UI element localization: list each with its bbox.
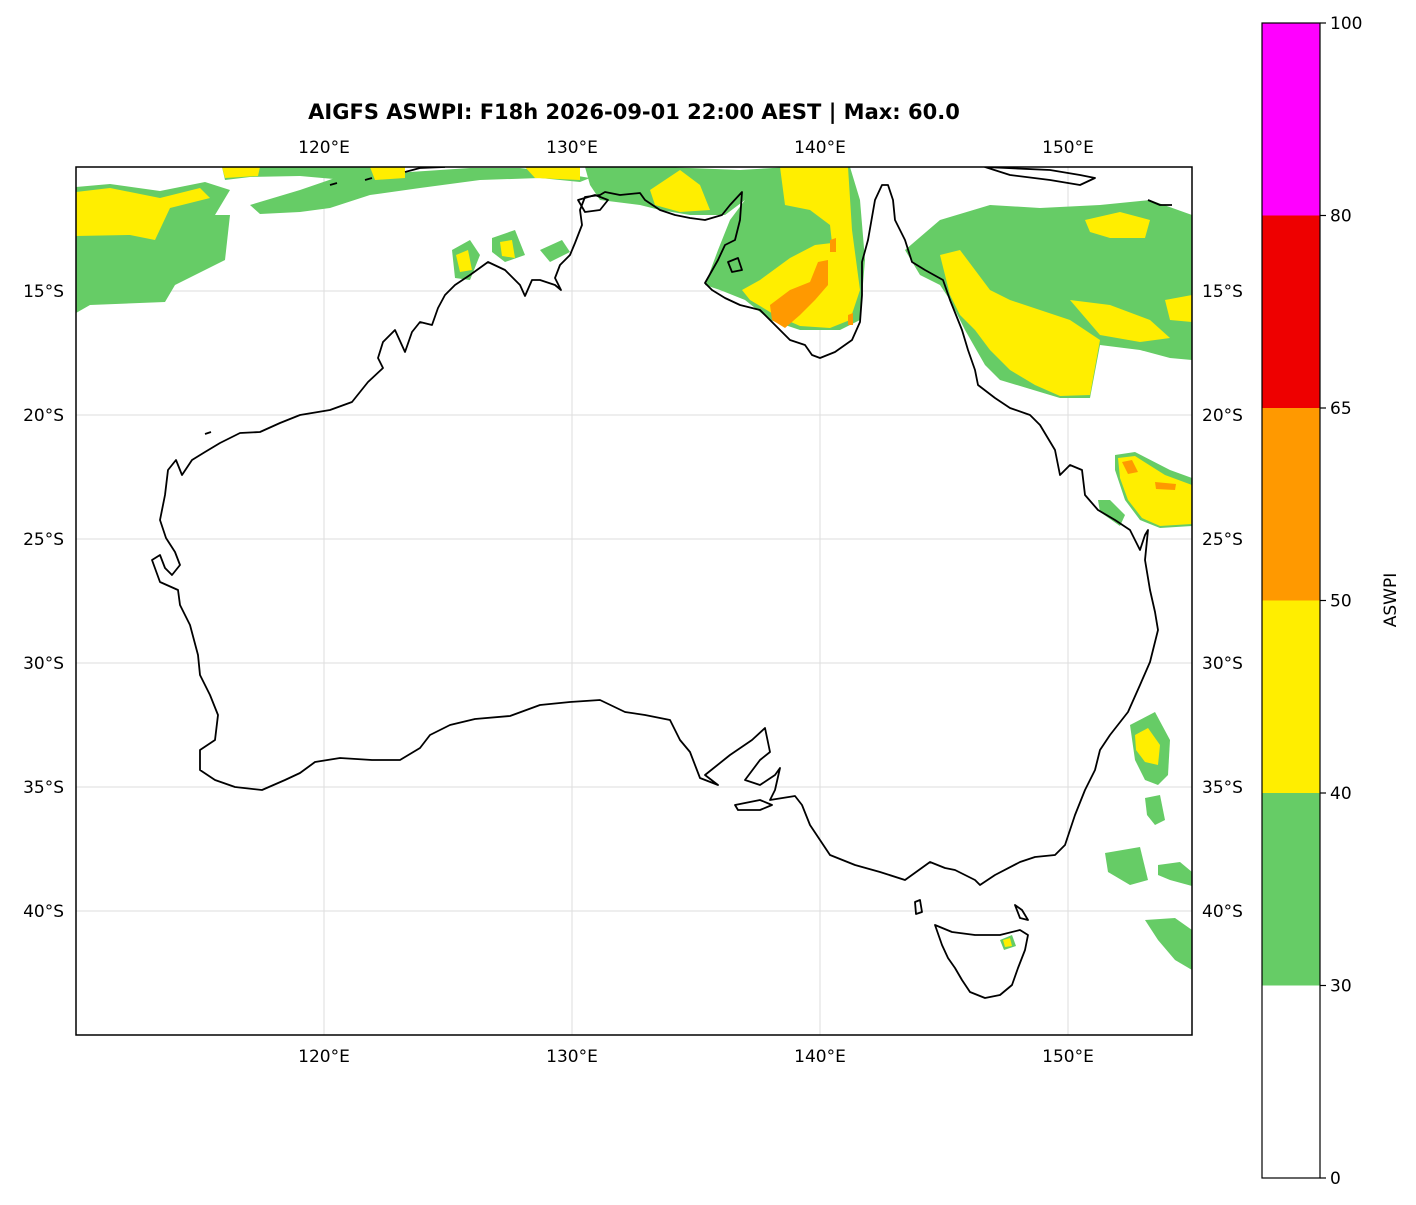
king-island xyxy=(914,899,923,915)
small-island-1 xyxy=(364,177,373,181)
fill-region-gulf-orange xyxy=(770,260,828,328)
lat-tick-label-right: 15°S xyxy=(1202,282,1243,302)
fill-region-tasman-3 xyxy=(1158,862,1192,886)
lat-tick-label-right: 40°S xyxy=(1202,902,1243,922)
fill-region-gulf-orange-3 xyxy=(848,313,853,325)
fill-region-top-strip xyxy=(222,167,400,180)
fill-region-qld-yellow xyxy=(1118,456,1192,526)
fill-region-qld-orange xyxy=(1122,460,1138,474)
lon-tick-label-bottom: 140°E xyxy=(794,1047,846,1067)
aswpi-fill-layer xyxy=(76,167,1192,970)
fill-region-gulf-yellow xyxy=(742,167,860,328)
fill-region-gulf-orange-2 xyxy=(830,238,836,252)
colorbar-segment xyxy=(1262,600,1320,793)
lat-tick-label-right: 20°S xyxy=(1202,406,1243,426)
small-island-3 xyxy=(329,182,338,186)
groote-eylandt xyxy=(727,257,743,273)
colorbar-tick-label: 40 xyxy=(1330,784,1352,804)
lon-tick-label-bottom: 130°E xyxy=(546,1047,598,1067)
colorbar-segment xyxy=(1262,23,1320,216)
fill-region-timor-yellow xyxy=(222,167,260,178)
fill-region-coral-yellow-2 xyxy=(1085,212,1150,238)
colorbar-label: ASWPI xyxy=(1381,573,1401,628)
colorbar-segment xyxy=(1262,793,1320,986)
small-island-2 xyxy=(204,431,212,435)
fill-region-timor-sea xyxy=(250,168,590,214)
fill-region-coral-yellow xyxy=(940,250,1100,396)
lat-tick-label-left: 30°S xyxy=(23,654,64,674)
flinders-island xyxy=(1014,904,1029,921)
fill-region-arnhem-yellow xyxy=(650,170,710,212)
lat-tick-label-left: 25°S xyxy=(23,530,64,550)
lat-tick-label-right: 35°S xyxy=(1202,778,1243,798)
lon-tick-label-top: 140°E xyxy=(794,138,846,158)
lat-tick-label-left: 40°S xyxy=(23,902,64,922)
fill-region-coral-sea xyxy=(905,200,1192,398)
png-coast xyxy=(984,167,1096,186)
colorbar-tick-label: 80 xyxy=(1330,207,1352,227)
fill-region-tas-yellow xyxy=(1003,938,1012,947)
fill-region-coral-yellow-4 xyxy=(1165,295,1192,322)
fill-region-coral-yellow-3 xyxy=(1070,300,1170,342)
lat-tick-label-left: 20°S xyxy=(23,406,64,426)
colorbar-tick-label: 30 xyxy=(1330,977,1352,997)
kangaroo-island xyxy=(734,799,773,811)
lon-tick-label-top: 130°E xyxy=(546,138,598,158)
lat-tick-label-left: 35°S xyxy=(23,778,64,798)
colorbar-tick-label: 65 xyxy=(1330,399,1352,419)
fill-region-nw-yellow xyxy=(76,188,210,240)
axis-tick-labels: 120°E 120°E 130°E 130°E 140°E 140°E 150°E 150°E… xyxy=(23,138,1243,1067)
fill-region-tasman-1 xyxy=(1145,795,1165,825)
colorbar-tick-label: 50 xyxy=(1330,592,1352,612)
lon-tick-label-top: 120°E xyxy=(298,138,350,158)
fill-region-tasman-2 xyxy=(1105,847,1148,885)
lat-tick-label-right: 30°S xyxy=(1202,654,1243,674)
lon-tick-label-top: 150°E xyxy=(1042,138,1094,158)
map-title: AIGFS ASWPI: F18h 2026-09-01 22:00 AEST … xyxy=(308,100,960,124)
australia-coastline xyxy=(151,184,1159,886)
fill-region-qld-orange-2 xyxy=(1155,482,1176,490)
colorbar-segment xyxy=(1262,985,1320,1178)
fill-region-fraser xyxy=(1098,500,1125,526)
colorbar: 0 30 40 50 65 80 100 xyxy=(1261,14,1362,1189)
tasmania-coastline xyxy=(934,924,1029,999)
map-frame xyxy=(75,166,1193,1036)
lon-tick-label-bottom: 120°E xyxy=(298,1047,350,1067)
fill-region-tasman-4 xyxy=(1145,918,1192,970)
fill-region-timor-yellow-2 xyxy=(370,167,405,180)
fill-region-nsw-yellow xyxy=(1135,728,1160,765)
coastline-layer xyxy=(151,167,1172,999)
png-south-islands xyxy=(1147,199,1172,206)
colorbar-tick-label: 100 xyxy=(1330,14,1362,34)
fill-region-kimberley-yellow-2 xyxy=(500,240,515,258)
bathurst-island xyxy=(577,194,609,213)
lat-tick-label-left: 15°S xyxy=(23,282,64,302)
fill-region-kimberley-yellow xyxy=(456,250,472,272)
lon-tick-label-bottom: 150°E xyxy=(1042,1047,1094,1067)
fill-region-kimberley-3 xyxy=(540,240,570,262)
colorbar-segment xyxy=(1262,408,1320,601)
fill-region-timor-yellow-3 xyxy=(525,167,580,180)
colorbar-tick-label: 0 xyxy=(1330,1169,1341,1189)
colorbar-segment xyxy=(1262,215,1320,408)
lat-tick-label-right: 25°S xyxy=(1202,530,1243,550)
